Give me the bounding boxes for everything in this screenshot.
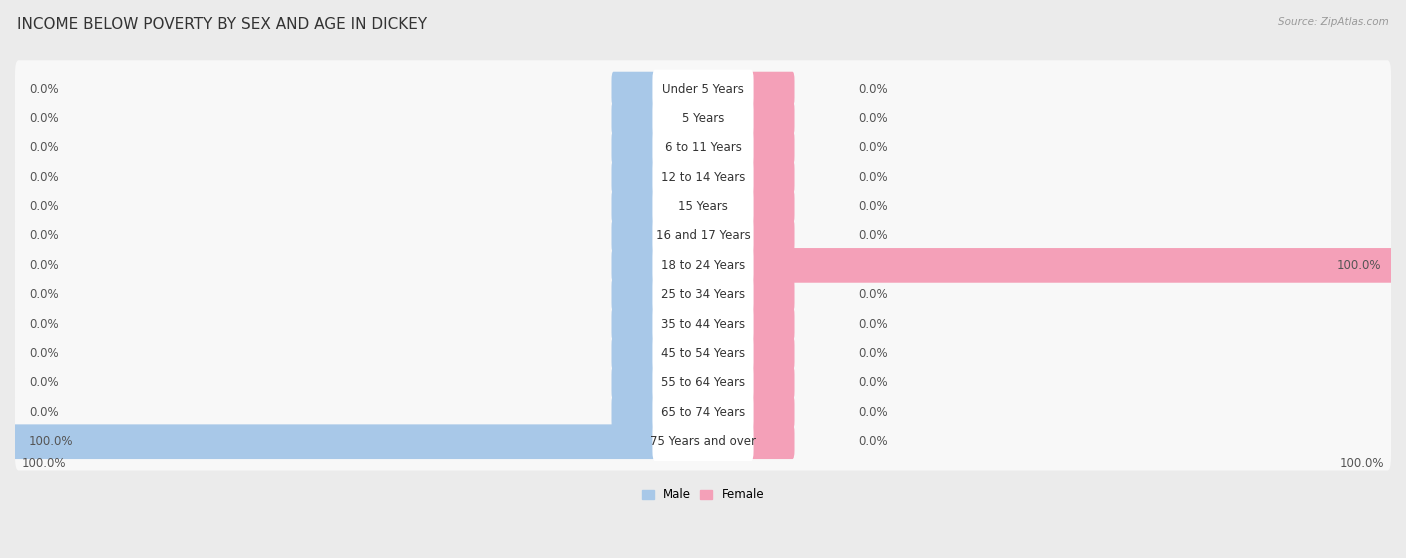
FancyBboxPatch shape: [612, 101, 704, 136]
FancyBboxPatch shape: [13, 425, 704, 459]
FancyBboxPatch shape: [15, 266, 1391, 324]
Text: Source: ZipAtlas.com: Source: ZipAtlas.com: [1278, 17, 1389, 27]
Text: 0.0%: 0.0%: [28, 318, 59, 331]
FancyBboxPatch shape: [702, 219, 794, 253]
FancyBboxPatch shape: [702, 72, 794, 107]
FancyBboxPatch shape: [652, 305, 754, 344]
Text: 0.0%: 0.0%: [28, 347, 59, 360]
Text: 0.0%: 0.0%: [28, 259, 59, 272]
FancyBboxPatch shape: [15, 237, 1391, 294]
Text: 0.0%: 0.0%: [858, 406, 887, 419]
FancyBboxPatch shape: [15, 325, 1391, 382]
FancyBboxPatch shape: [702, 307, 794, 341]
Text: 12 to 14 Years: 12 to 14 Years: [661, 171, 745, 184]
Text: INCOME BELOW POVERTY BY SEX AND AGE IN DICKEY: INCOME BELOW POVERTY BY SEX AND AGE IN D…: [17, 17, 427, 32]
Text: 75 Years and over: 75 Years and over: [650, 435, 756, 448]
Text: 0.0%: 0.0%: [858, 112, 887, 125]
FancyBboxPatch shape: [612, 72, 704, 107]
Text: 100.0%: 100.0%: [28, 435, 73, 448]
FancyBboxPatch shape: [15, 207, 1391, 265]
Text: 6 to 11 Years: 6 to 11 Years: [665, 141, 741, 155]
Text: 18 to 24 Years: 18 to 24 Years: [661, 259, 745, 272]
FancyBboxPatch shape: [702, 425, 794, 459]
Text: 0.0%: 0.0%: [858, 377, 887, 389]
FancyBboxPatch shape: [702, 248, 1393, 283]
FancyBboxPatch shape: [612, 336, 704, 371]
Text: 0.0%: 0.0%: [28, 406, 59, 419]
FancyBboxPatch shape: [612, 365, 704, 400]
Text: 0.0%: 0.0%: [28, 288, 59, 301]
FancyBboxPatch shape: [652, 364, 754, 402]
FancyBboxPatch shape: [15, 354, 1391, 412]
FancyBboxPatch shape: [15, 295, 1391, 353]
Text: 15 Years: 15 Years: [678, 200, 728, 213]
Text: 35 to 44 Years: 35 to 44 Years: [661, 318, 745, 331]
FancyBboxPatch shape: [652, 158, 754, 196]
FancyBboxPatch shape: [612, 395, 704, 430]
FancyBboxPatch shape: [15, 119, 1391, 177]
Text: 0.0%: 0.0%: [858, 141, 887, 155]
FancyBboxPatch shape: [15, 413, 1391, 470]
Text: 100.0%: 100.0%: [1340, 457, 1384, 470]
Text: 45 to 54 Years: 45 to 54 Years: [661, 347, 745, 360]
FancyBboxPatch shape: [15, 178, 1391, 235]
FancyBboxPatch shape: [652, 393, 754, 432]
Text: 0.0%: 0.0%: [858, 171, 887, 184]
Text: 0.0%: 0.0%: [858, 347, 887, 360]
FancyBboxPatch shape: [702, 160, 794, 195]
FancyBboxPatch shape: [612, 219, 704, 253]
Text: 0.0%: 0.0%: [28, 112, 59, 125]
Text: 0.0%: 0.0%: [858, 200, 887, 213]
FancyBboxPatch shape: [612, 160, 704, 195]
FancyBboxPatch shape: [652, 70, 754, 108]
FancyBboxPatch shape: [15, 383, 1391, 441]
Text: 0.0%: 0.0%: [858, 229, 887, 243]
FancyBboxPatch shape: [15, 60, 1391, 118]
FancyBboxPatch shape: [612, 307, 704, 341]
Text: 0.0%: 0.0%: [858, 288, 887, 301]
Text: 0.0%: 0.0%: [28, 377, 59, 389]
FancyBboxPatch shape: [702, 277, 794, 312]
Text: 55 to 64 Years: 55 to 64 Years: [661, 377, 745, 389]
Text: 0.0%: 0.0%: [28, 171, 59, 184]
Text: 0.0%: 0.0%: [28, 141, 59, 155]
Text: 100.0%: 100.0%: [22, 457, 66, 470]
FancyBboxPatch shape: [612, 189, 704, 224]
FancyBboxPatch shape: [612, 248, 704, 283]
Text: 5 Years: 5 Years: [682, 112, 724, 125]
Text: 0.0%: 0.0%: [28, 83, 59, 95]
FancyBboxPatch shape: [652, 128, 754, 167]
FancyBboxPatch shape: [652, 422, 754, 461]
FancyBboxPatch shape: [612, 131, 704, 165]
Legend: Male, Female: Male, Female: [637, 484, 769, 506]
Text: 0.0%: 0.0%: [858, 435, 887, 448]
FancyBboxPatch shape: [702, 336, 794, 371]
FancyBboxPatch shape: [652, 276, 754, 314]
FancyBboxPatch shape: [652, 99, 754, 138]
FancyBboxPatch shape: [612, 277, 704, 312]
Text: 100.0%: 100.0%: [1336, 259, 1381, 272]
FancyBboxPatch shape: [702, 189, 794, 224]
FancyBboxPatch shape: [652, 217, 754, 256]
FancyBboxPatch shape: [652, 334, 754, 373]
FancyBboxPatch shape: [15, 90, 1391, 147]
Text: 0.0%: 0.0%: [28, 200, 59, 213]
FancyBboxPatch shape: [15, 148, 1391, 206]
Text: Under 5 Years: Under 5 Years: [662, 83, 744, 95]
FancyBboxPatch shape: [652, 187, 754, 226]
Text: 65 to 74 Years: 65 to 74 Years: [661, 406, 745, 419]
Text: 25 to 34 Years: 25 to 34 Years: [661, 288, 745, 301]
FancyBboxPatch shape: [702, 131, 794, 165]
Text: 0.0%: 0.0%: [28, 229, 59, 243]
Text: 16 and 17 Years: 16 and 17 Years: [655, 229, 751, 243]
FancyBboxPatch shape: [702, 395, 794, 430]
FancyBboxPatch shape: [702, 365, 794, 400]
FancyBboxPatch shape: [702, 101, 794, 136]
FancyBboxPatch shape: [652, 246, 754, 285]
Text: 0.0%: 0.0%: [858, 318, 887, 331]
Text: 0.0%: 0.0%: [858, 83, 887, 95]
